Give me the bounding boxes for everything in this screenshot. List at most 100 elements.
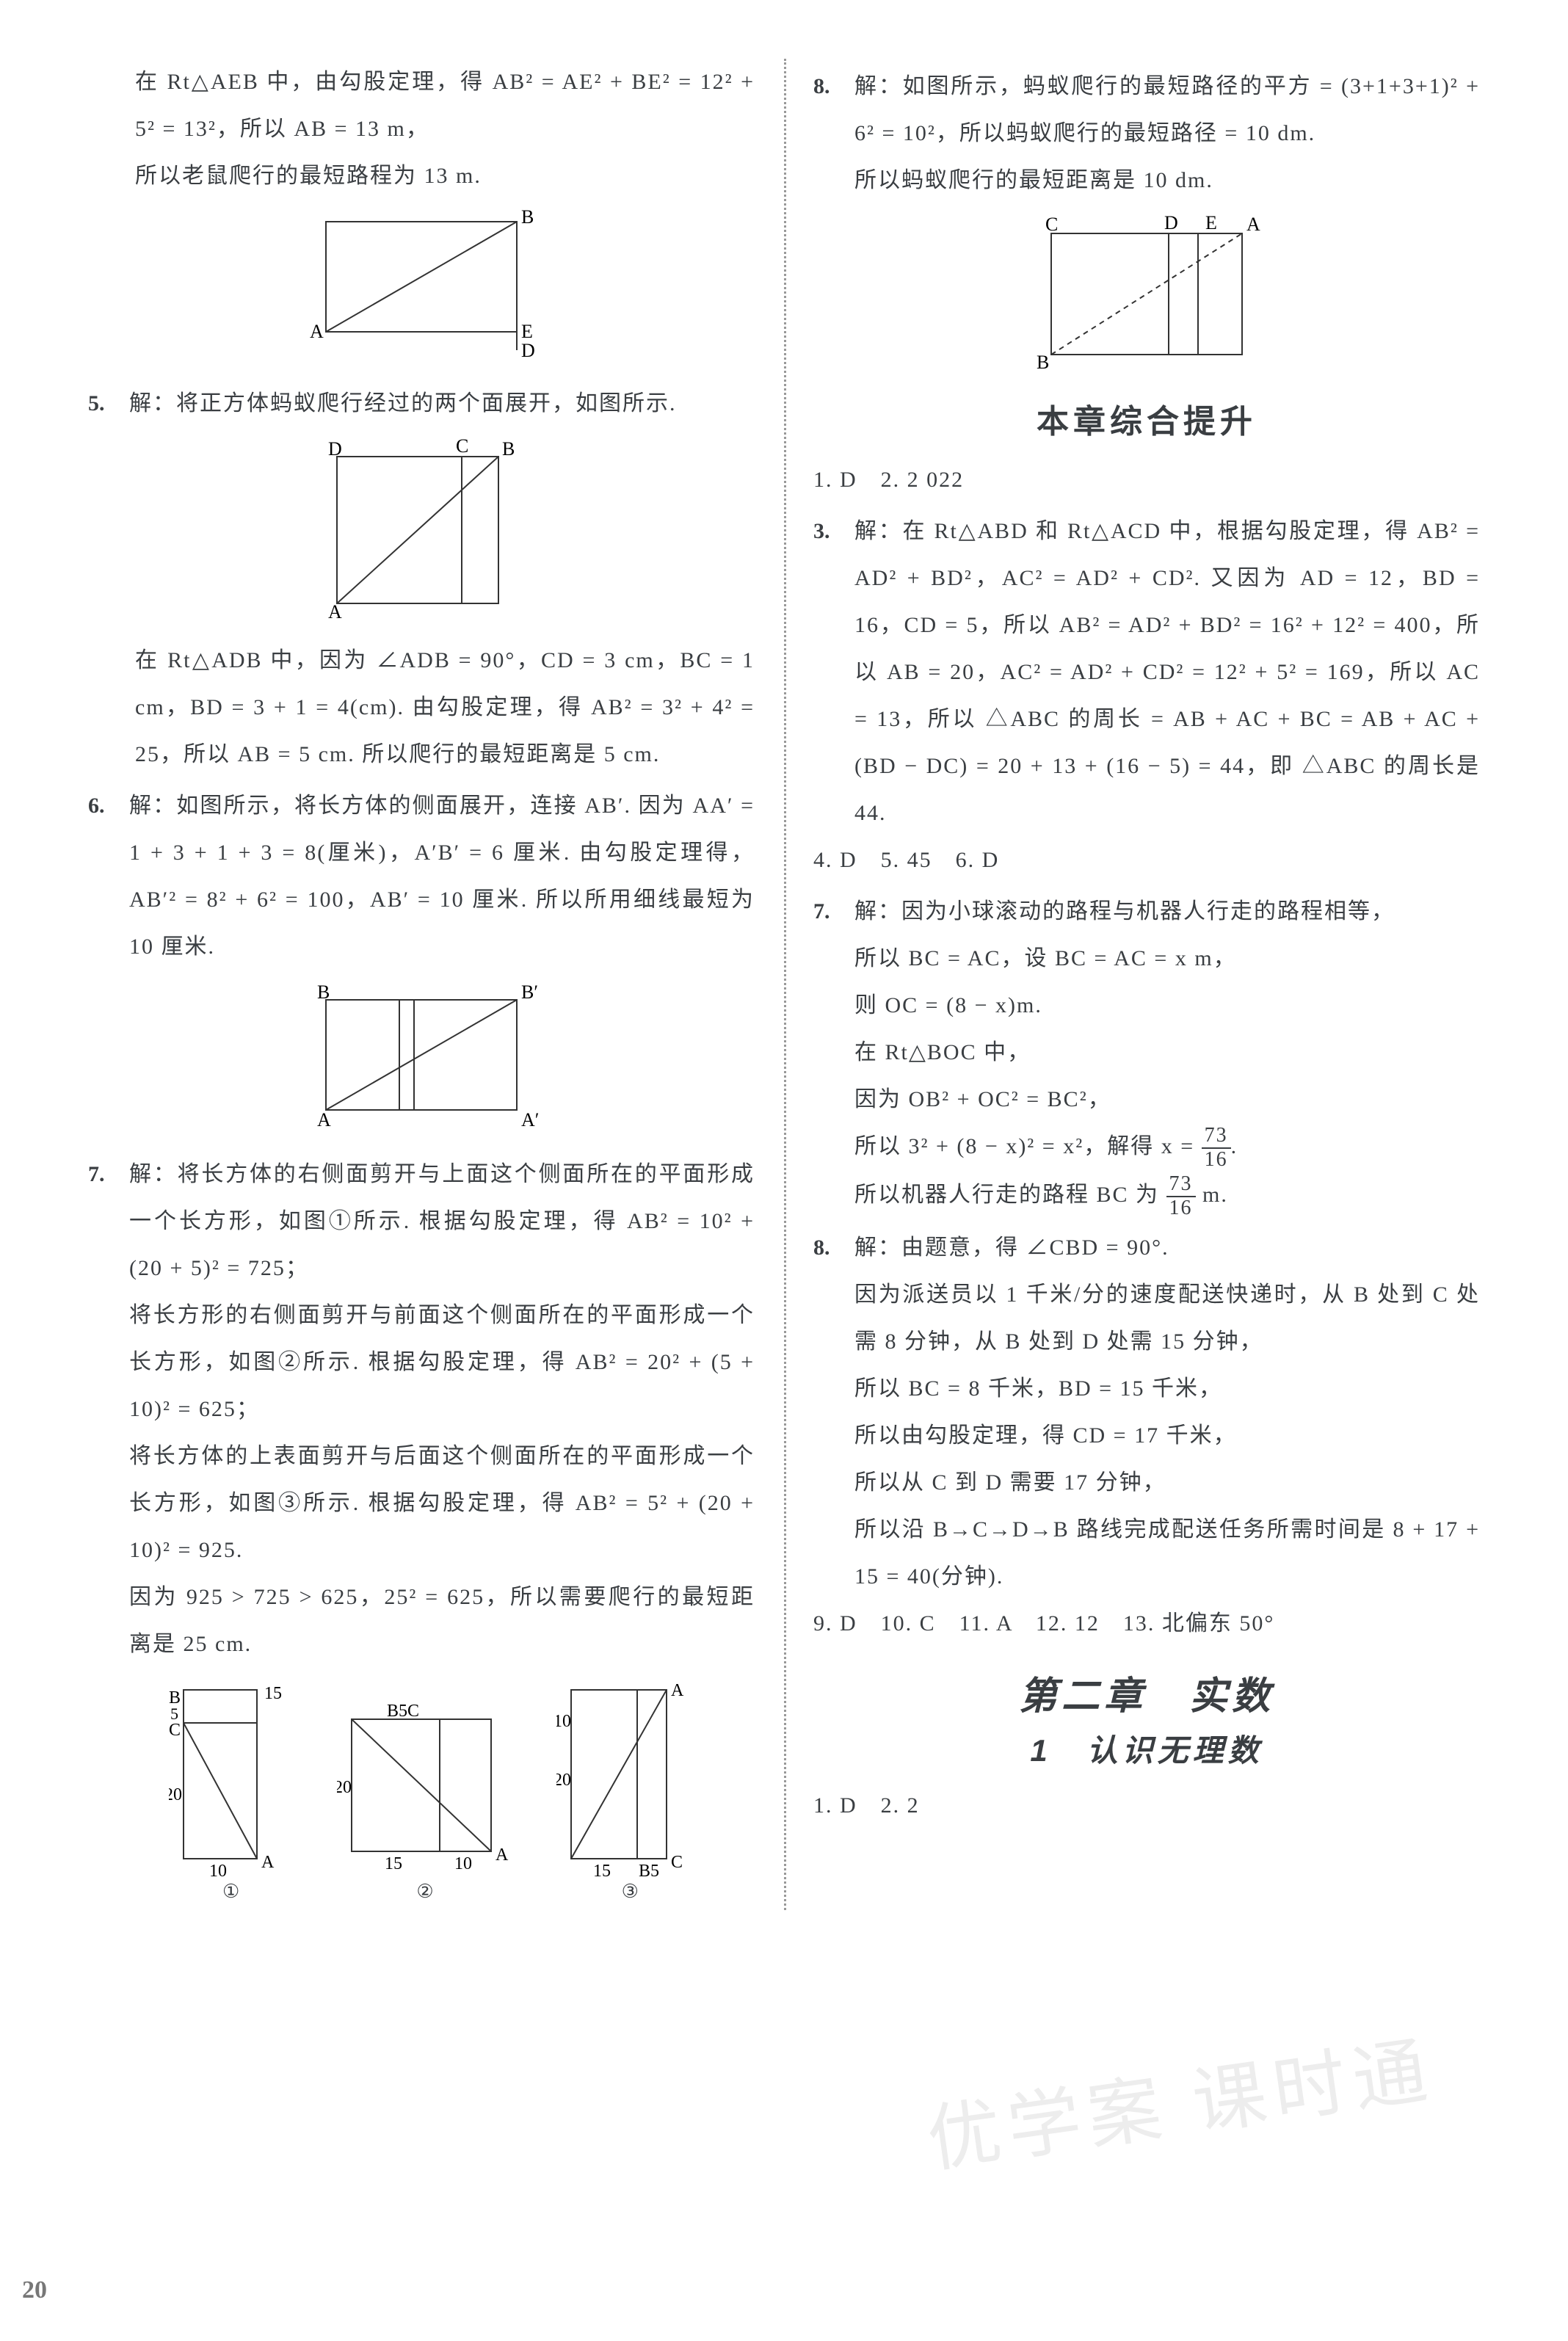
problem-7-body2: 将长方形的右侧面剪开与前面这个侧面所在的平面形成一个长方形，如图②所示. 根据勾… xyxy=(129,1292,755,1433)
figure-7-1-caption: ① xyxy=(169,1881,294,1903)
problem-r3-body: 解：在 Rt△ABD 和 Rt△ACD 中，根据勾股定理，得 AB² = AD²… xyxy=(854,508,1480,837)
right-column: 8. 解：如图所示，蚂蚁爬行的最短路径的平方 = (3+1+3+1)² + 6²… xyxy=(784,59,1480,1910)
intro-line-1: 在 Rt△AEB 中，由勾股定理，得 AB² = AE² + BE² = 12²… xyxy=(88,59,755,153)
svg-text:10: 10 xyxy=(556,1712,571,1731)
label-A: A xyxy=(317,1109,331,1130)
label-A: A xyxy=(310,321,324,342)
figure-7-1: 15 B 5 C 20 10 A ① xyxy=(169,1675,294,1903)
svg-text:A: A xyxy=(671,1681,684,1700)
problem-7-num: 7. xyxy=(88,1151,129,1668)
pr7-l7: 所以机器人行走的路程 BC 为 7316 m. xyxy=(854,1172,1480,1220)
svg-text:B5C: B5C xyxy=(387,1705,419,1721)
section-title: 本章综合提升 xyxy=(813,395,1480,442)
label-B: B xyxy=(317,981,330,1003)
label-D: D xyxy=(328,438,342,460)
svg-text:C: C xyxy=(169,1721,181,1740)
label-E: E xyxy=(521,321,533,342)
svg-text:C: C xyxy=(671,1853,683,1872)
pr8-l2: 因为派送员以 1 千米/分的速度配送快递时，从 B 处到 C 处需 8 分钟，从… xyxy=(854,1271,1480,1365)
problem-r3: 3. 解：在 Rt△ABD 和 Rt△ACD 中，根据勾股定理，得 AB² = … xyxy=(813,508,1480,837)
label-Ap: A′ xyxy=(521,1109,539,1130)
problem-7-body1: 解：将长方体的右侧面剪开与上面这个侧面所在的平面形成一个长方形，如图①所示. 根… xyxy=(129,1151,755,1292)
svg-text:A: A xyxy=(496,1845,509,1865)
pr7-l2: 所以 BC = AC，设 BC = AC = x m， xyxy=(854,935,1480,982)
figure-6: B B′ A A′ xyxy=(88,978,755,1139)
svg-text:20: 20 xyxy=(556,1771,571,1790)
svg-text:15: 15 xyxy=(264,1684,282,1703)
figure-7-2-caption: ② xyxy=(337,1881,513,1903)
figure-8-svg: C D E A B xyxy=(1022,211,1271,380)
problem-6-num: 6. xyxy=(88,783,129,970)
svg-text:20: 20 xyxy=(169,1785,182,1804)
label-A: A xyxy=(1246,214,1260,235)
svg-text:15: 15 xyxy=(385,1854,402,1873)
label-C: C xyxy=(456,435,468,457)
figure-5: A B C D xyxy=(88,435,755,625)
problem-7-body4: 因为 925 > 725 > 625，25² = 625，所以需要爬行的最短距离… xyxy=(129,1574,755,1668)
pr8-l6: 所以沿 B→C→D→B 路线完成配送任务所需时间是 8 + 17 + 15 = … xyxy=(854,1506,1480,1600)
label-C: C xyxy=(1045,214,1058,235)
problem-5-body2: 在 Rt△ADB 中，因为 ∠ADB = 90°，CD = 3 cm，BC = … xyxy=(88,637,755,778)
problem-5: 5. 解：将正方体蚂蚁爬行经过的两个面展开，如图所示. xyxy=(88,380,755,427)
page-number: 20 xyxy=(22,2276,47,2304)
svg-text:10: 10 xyxy=(454,1854,472,1873)
pr7-l6: 所以 3² + (8 − x)² = x²，解得 x = 7316. xyxy=(854,1123,1480,1172)
figure-6-svg: B B′ A A′ xyxy=(297,978,546,1139)
problem-r3-num: 3. xyxy=(813,508,854,837)
answers-9-13: 9. D 10. C 11. A 12. 12 13. 北偏东 50° xyxy=(813,1600,1480,1647)
problem-r8-num: 8. xyxy=(813,1224,854,1600)
problem-8: 8. 解：如图所示，蚂蚁爬行的最短路径的平方 = (3+1+3+1)² + 6²… xyxy=(813,63,1480,204)
problem-5-num: 5. xyxy=(88,380,129,427)
figure-7-row: 15 B 5 C 20 10 A ① B5C 20 15 xyxy=(147,1675,725,1903)
problem-r7: 7. 解：因为小球滚动的路程与机器人行走的路程相等， 所以 BC = AC，设 … xyxy=(813,888,1480,1220)
svg-text:A: A xyxy=(261,1853,275,1872)
problem-7: 7. 解：将长方体的右侧面剪开与上面这个侧面所在的平面形成一个长方形，如图①所示… xyxy=(88,1151,755,1668)
problem-8-num: 8. xyxy=(813,63,854,204)
watermark: 优学案 课时通 xyxy=(922,2027,1440,2185)
pr8-l5: 所以从 C 到 D 需要 17 分钟， xyxy=(854,1459,1480,1506)
figure-4: A B E D xyxy=(88,207,755,369)
svg-text:10: 10 xyxy=(209,1862,227,1881)
problem-6: 6. 解：如图所示，将长方体的侧面展开，连接 AB′. 因为 AA′ = 1 +… xyxy=(88,783,755,970)
chapter-head: 第二章 实数 xyxy=(813,1665,1480,1720)
pr7-l3: 则 OC = (8 − x)m. xyxy=(854,982,1480,1029)
pr8-l1: 解：由题意，得 ∠CBD = 90°. xyxy=(854,1224,1480,1271)
pr7-l5: 因为 OB² + OC² = BC²， xyxy=(854,1076,1480,1123)
problem-8-body2: 所以蚂蚁爬行的最短距离是 10 dm. xyxy=(854,157,1480,204)
figure-5-svg: A B C D xyxy=(315,435,528,625)
label-D: D xyxy=(521,340,535,361)
figure-7-3: A 20 10 15 B5 C ③ xyxy=(556,1675,703,1903)
pr7-l4: 在 Rt△BOC 中， xyxy=(854,1029,1480,1076)
column-divider xyxy=(784,59,786,1910)
label-B: B xyxy=(502,438,515,460)
label-A: A xyxy=(328,601,342,623)
pr8-l3: 所以 BC = 8 千米，BD = 15 千米， xyxy=(854,1365,1480,1412)
left-column: 在 Rt△AEB 中，由勾股定理，得 AB² = AE² + BE² = 12²… xyxy=(88,59,784,1910)
label-B: B xyxy=(1037,352,1049,373)
label-B: B xyxy=(521,207,534,228)
figure-8: C D E A B xyxy=(813,211,1480,380)
problem-5-body1: 解：将正方体蚂蚁爬行经过的两个面展开，如图所示. xyxy=(129,380,755,427)
label-E: E xyxy=(1205,212,1217,233)
svg-text:15: 15 xyxy=(593,1862,611,1881)
problem-r8: 8. 解：由题意，得 ∠CBD = 90°. 因为派送员以 1 千米/分的速度配… xyxy=(813,1224,1480,1600)
figure-7-2: B5C 20 15 10 A ② xyxy=(337,1705,513,1903)
problem-8-body1: 解：如图所示，蚂蚁爬行的最短路径的平方 = (3+1+3+1)² + 6² = … xyxy=(854,63,1480,157)
pr8-l4: 所以由勾股定理，得 CD = 17 千米， xyxy=(854,1412,1480,1459)
answers-4-5-6: 4. D 5. 45 6. D xyxy=(813,837,1480,884)
svg-text:20: 20 xyxy=(337,1778,352,1797)
problem-r7-num: 7. xyxy=(813,888,854,1220)
figure-7-3-caption: ③ xyxy=(556,1881,703,1903)
answers-ch2-1-2: 1. D 2. 2 xyxy=(813,1782,1480,1829)
svg-text:B5: B5 xyxy=(639,1862,659,1881)
problem-6-body: 解：如图所示，将长方体的侧面展开，连接 AB′. 因为 AA′ = 1 + 3 … xyxy=(129,783,755,970)
figure-4-svg: A B E D xyxy=(297,207,546,369)
subchapter-head: 1 认识无理数 xyxy=(813,1726,1480,1771)
pr7-l1: 解：因为小球滚动的路程与机器人行走的路程相等， xyxy=(854,888,1480,935)
label-D: D xyxy=(1164,212,1178,233)
answers-1-2: 1. D 2. 2 022 xyxy=(813,457,1480,504)
page-root: 在 Rt△AEB 中，由勾股定理，得 AB² = AE² + BE² = 12²… xyxy=(88,59,1480,1910)
label-Bp: B′ xyxy=(521,981,538,1003)
problem-7-body3: 将长方体的上表面剪开与后面这个侧面所在的平面形成一个长方形，如图③所示. 根据勾… xyxy=(129,1433,755,1574)
intro-line-2: 所以老鼠爬行的最短路程为 13 m. xyxy=(88,153,755,200)
